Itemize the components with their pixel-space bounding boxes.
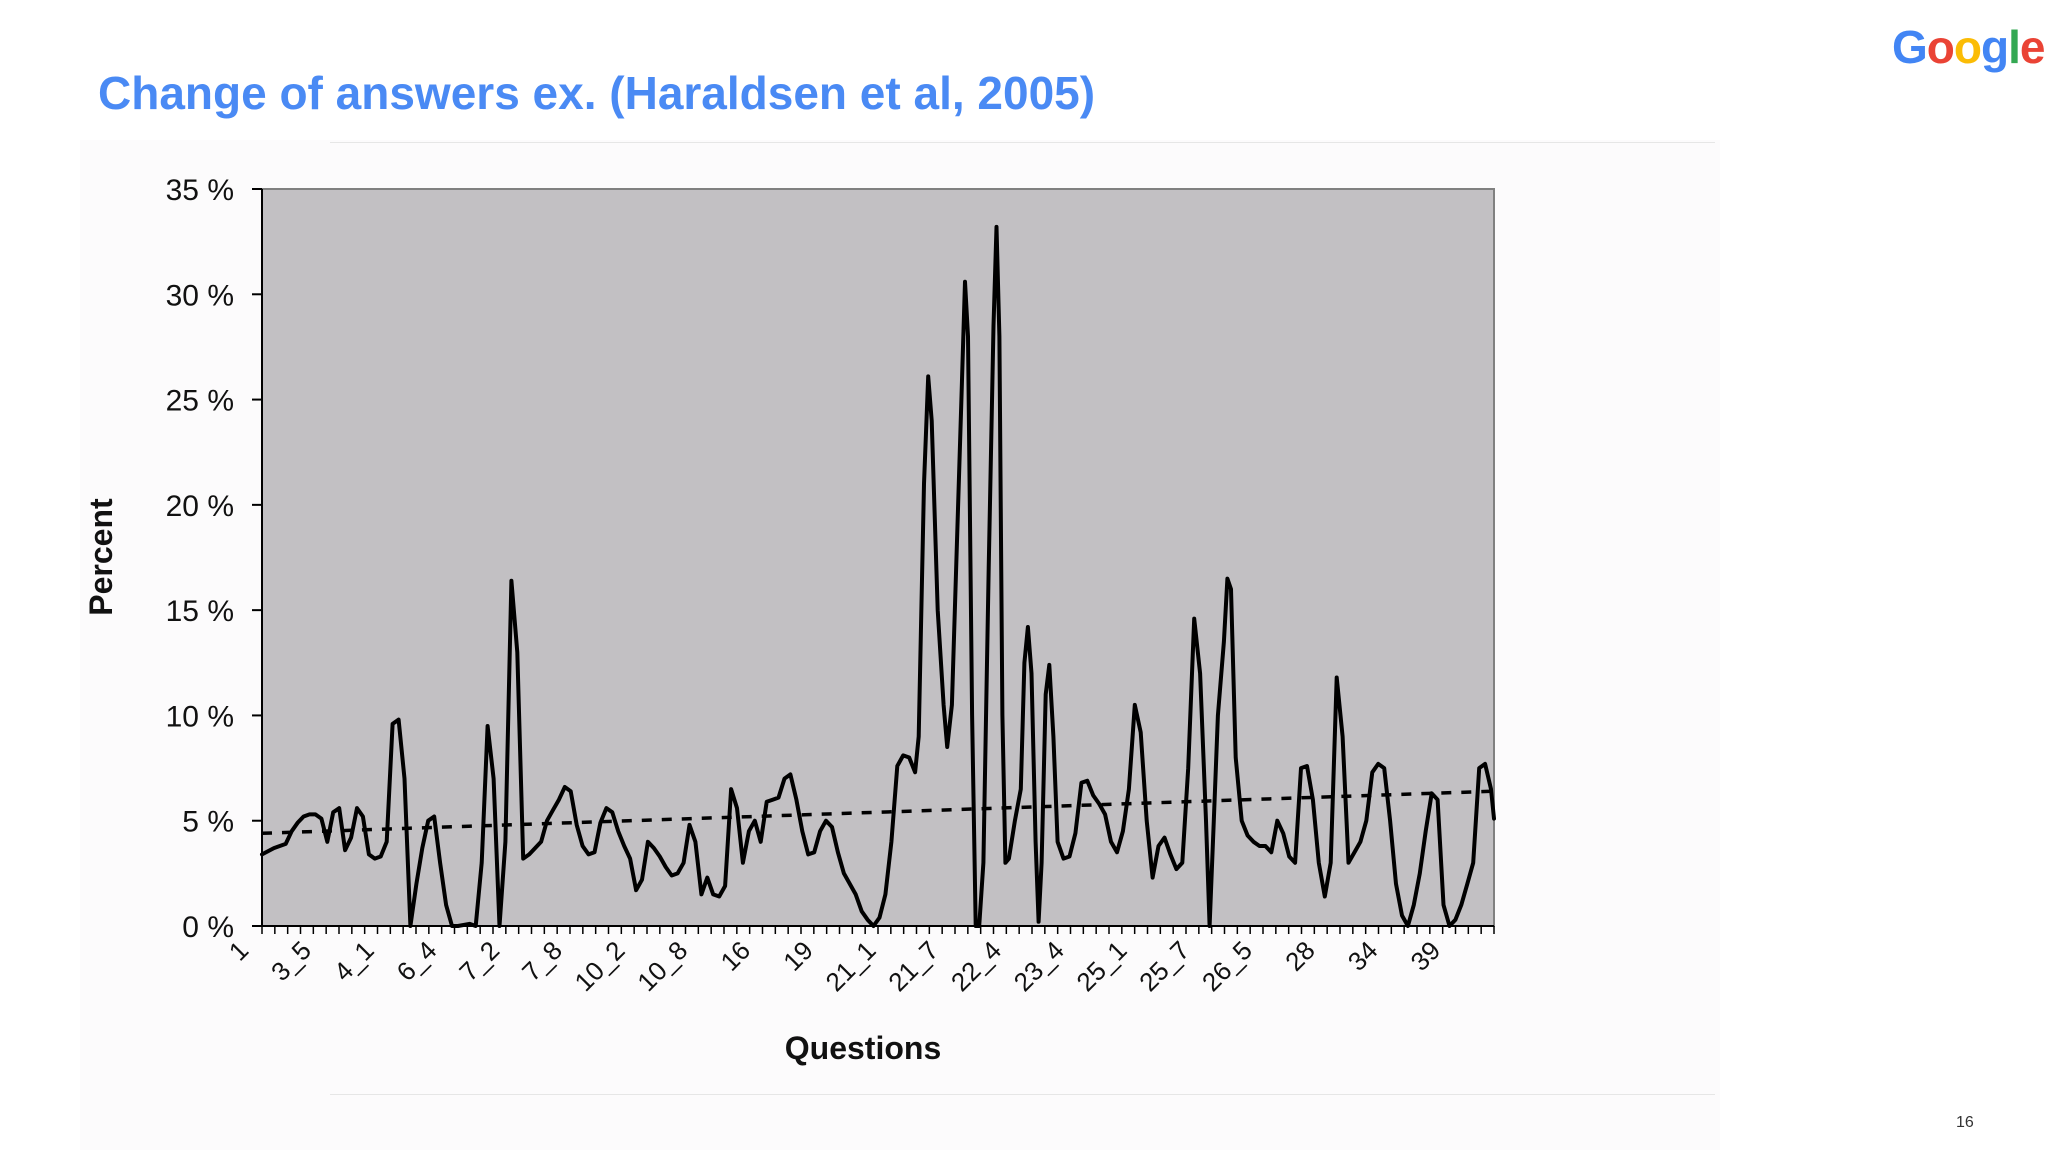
x-tick-label: 21_7 xyxy=(882,935,944,997)
y-tick-label: 20 % xyxy=(166,490,234,523)
x-tick-label: 25_7 xyxy=(1133,935,1195,997)
x-tick-label: 39 xyxy=(1405,935,1447,977)
series-line xyxy=(260,224,1496,928)
logo-letter: G xyxy=(1892,21,1928,73)
x-tick-label: 16 xyxy=(714,935,756,977)
y-tick-label: 25 % xyxy=(166,385,234,418)
logo-letter: l xyxy=(2008,21,2021,73)
logo-letter: e xyxy=(2019,21,2046,73)
google-logo: Google xyxy=(1892,20,2046,74)
y-tick-label: 5 % xyxy=(182,806,234,839)
page-number: 16 xyxy=(1956,1114,1974,1131)
x-tick-label: 22_4 xyxy=(945,935,1007,997)
y-axis-title: Percent xyxy=(83,498,119,616)
trend-line xyxy=(261,789,1495,836)
x-tick-label: 1 xyxy=(223,935,254,966)
x-tick-label: 6_4 xyxy=(391,935,443,987)
x-tick-label: 4_1 xyxy=(328,935,380,987)
x-tick-label: 34 xyxy=(1342,935,1384,977)
x-tick-label: 25_1 xyxy=(1070,935,1132,997)
x-tick-label: 21_1 xyxy=(819,935,881,997)
y-tick-label: 35 % xyxy=(166,174,234,207)
y-tick-label: 30 % xyxy=(166,279,234,312)
x-tick-label: 28 xyxy=(1279,935,1321,977)
y-tick-label: 0 % xyxy=(182,911,234,944)
x-tick-label: 10_2 xyxy=(569,935,631,997)
logo-letter: o xyxy=(1953,21,1982,73)
logo-letter: g xyxy=(1981,21,2009,73)
plot-area xyxy=(261,188,1495,927)
x-tick-label: 26_5 xyxy=(1196,935,1258,997)
slide-title: Change of answers ex. (Haraldsen et al, … xyxy=(98,67,1096,119)
logo-letter: o xyxy=(1926,21,1955,73)
x-tick-label: 7_8 xyxy=(516,935,568,987)
x-tick-label: 7_2 xyxy=(453,935,505,987)
x-axis-title: Questions xyxy=(785,1030,941,1066)
x-tick-label: 3_5 xyxy=(265,935,317,987)
y-tick-label: 15 % xyxy=(166,595,234,628)
top-rule xyxy=(330,142,1715,143)
x-tick-label: 19 xyxy=(777,935,819,977)
x-tick-label: 23_4 xyxy=(1008,935,1070,997)
y-tick-label: 10 % xyxy=(166,700,234,733)
x-tick-label: 10_8 xyxy=(631,935,693,997)
bottom-rule xyxy=(330,1094,1715,1095)
